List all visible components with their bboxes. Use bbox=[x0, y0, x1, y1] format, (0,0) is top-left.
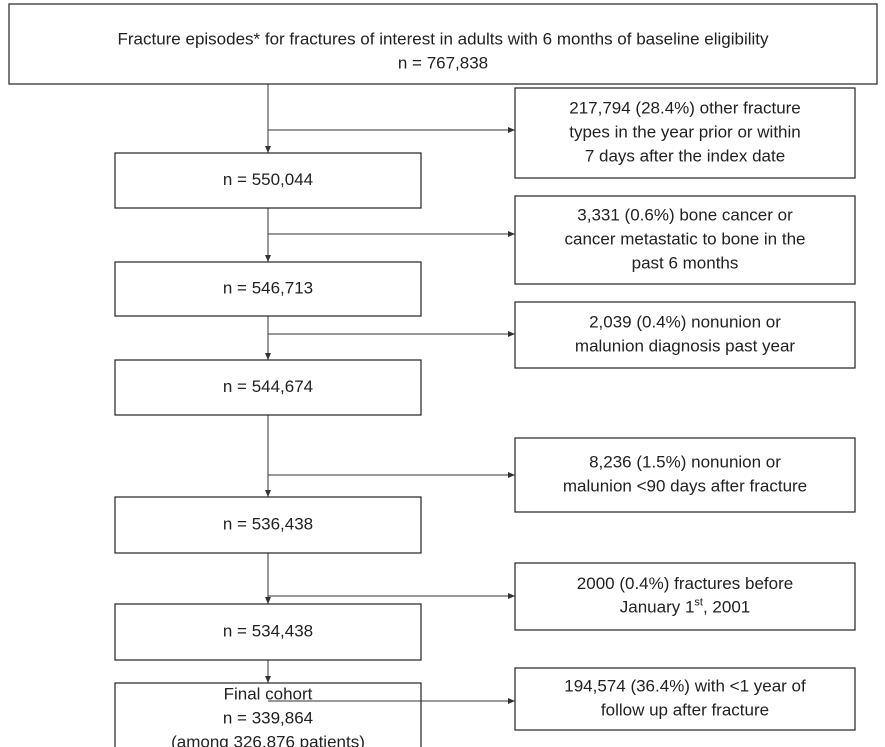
date-text: January 1 bbox=[620, 598, 695, 617]
exclusion-text: malunion diagnosis past year bbox=[575, 336, 796, 355]
step-text: n = 550,044 bbox=[223, 170, 313, 189]
exclusion-text: 2000 (0.4%) fractures before bbox=[577, 574, 793, 593]
step-box bbox=[114, 359, 422, 416]
exclusion-text: past 6 months bbox=[632, 253, 739, 272]
step-text: n = 534,438 bbox=[223, 621, 313, 640]
step-box bbox=[114, 261, 422, 317]
exclusion-text: 8,236 (1.5%) nonunion or bbox=[589, 452, 781, 471]
exclusion-text: 3,331 (0.6%) bone cancer or bbox=[577, 205, 793, 224]
step-box bbox=[114, 682, 422, 747]
step-text: (among 326,876 patients) bbox=[171, 732, 365, 747]
exclusion-text: types in the year prior or within bbox=[569, 122, 801, 141]
exclusion-box bbox=[514, 562, 856, 631]
exclusion-text: 7 days after the index date bbox=[585, 146, 785, 165]
exclusion-text: malunion <90 days after fracture bbox=[563, 476, 807, 495]
superscript: st bbox=[694, 596, 703, 608]
exclusion-text: 2,039 (0.4%) nonunion or bbox=[589, 312, 781, 331]
exclusion-text: follow up after fracture bbox=[601, 700, 769, 719]
step-text: n = 546,713 bbox=[223, 278, 313, 297]
exclusion-text: cancer metastatic to bone in the bbox=[565, 229, 806, 248]
step-box bbox=[114, 496, 422, 554]
step-text: n = 536,438 bbox=[223, 514, 313, 533]
step-text: n = 544,674 bbox=[223, 377, 313, 396]
exclusion-text: 194,574 (36.4%) with <1 year of bbox=[564, 676, 806, 695]
step-text: n = 339,864 bbox=[223, 708, 313, 727]
date-rest: , 2001 bbox=[703, 598, 750, 617]
header-text: Fracture episodes* for fractures of inte… bbox=[117, 29, 769, 48]
exclusion-box bbox=[514, 437, 856, 513]
exclusion-text: 217,794 (28.4%) other fracture bbox=[569, 98, 801, 117]
exclusion-box bbox=[514, 195, 856, 285]
exclusion-box bbox=[514, 87, 856, 179]
header-box bbox=[8, 3, 878, 85]
step-box bbox=[114, 603, 422, 661]
header-text: n = 767,838 bbox=[398, 53, 488, 72]
exclusion-text: January 1st, 2001 bbox=[620, 596, 751, 617]
exclusion-box bbox=[514, 667, 856, 731]
step-text: Final cohort bbox=[224, 684, 313, 703]
step-box bbox=[114, 152, 422, 209]
exclusion-box bbox=[514, 301, 856, 369]
